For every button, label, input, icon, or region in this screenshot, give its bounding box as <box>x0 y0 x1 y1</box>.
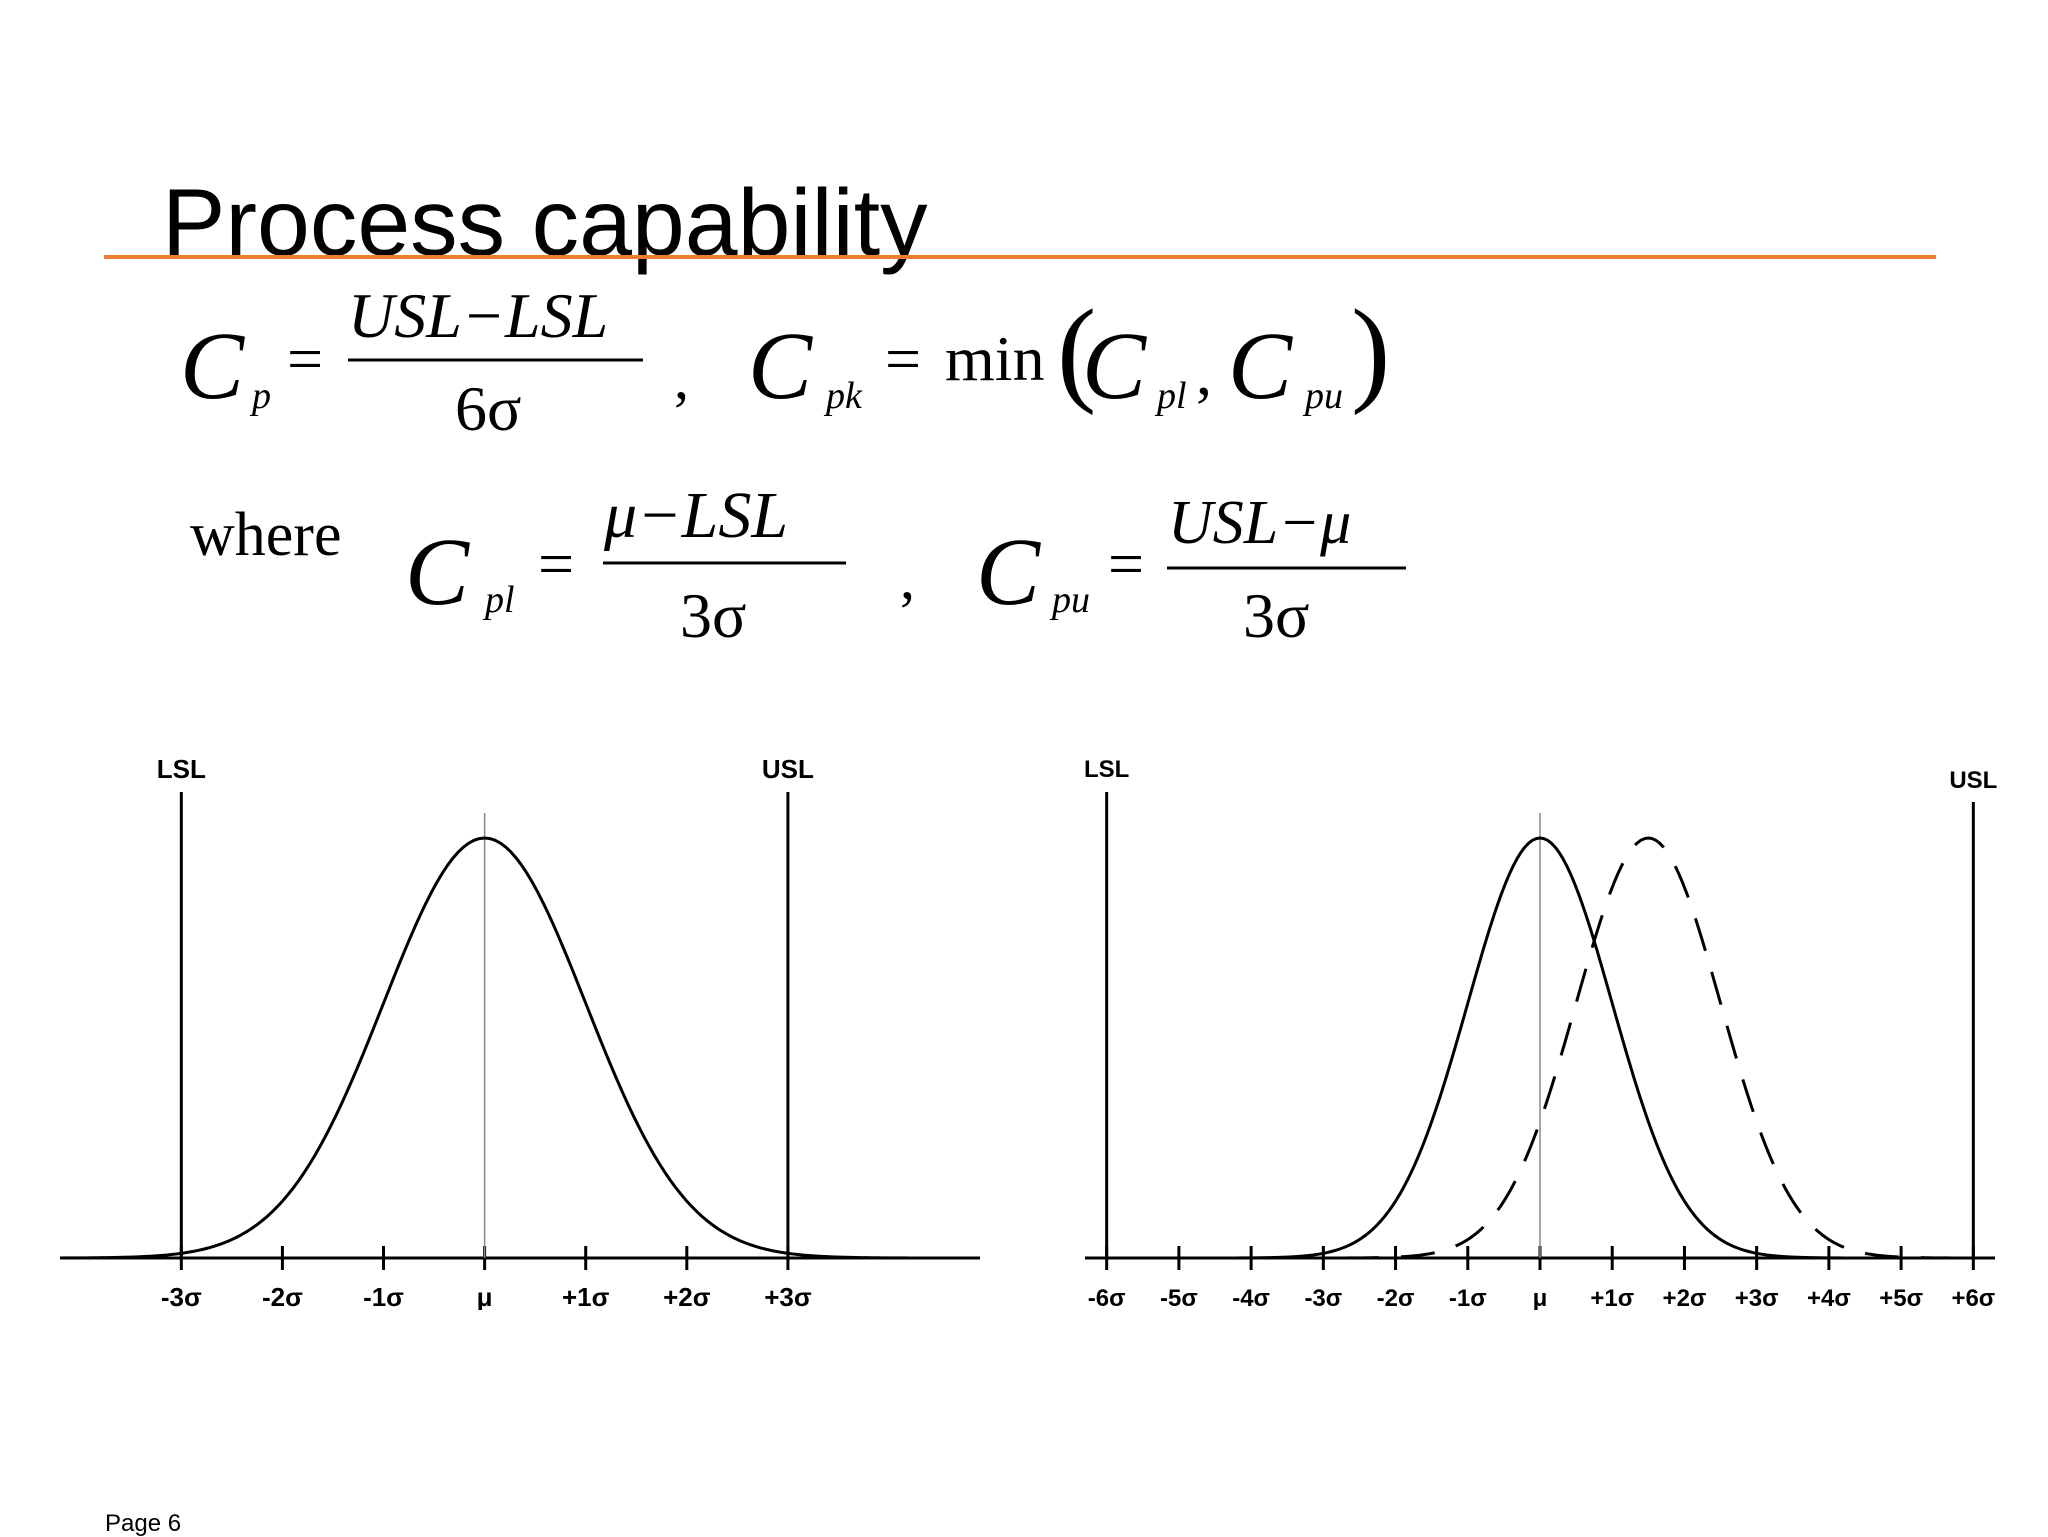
page-number: Page 6 <box>105 1510 182 1537</box>
x-tick-label: +3σ <box>764 1282 812 1310</box>
formula-cpk: C pk = min ( C pl , C pu ) <box>748 285 1390 419</box>
x-tick-label: +3σ <box>1735 1285 1779 1310</box>
spec-limit-label: LSL <box>1084 756 1129 783</box>
x-tick-label: +4σ <box>1807 1285 1851 1310</box>
distribution-curve <box>1236 836 1844 1260</box>
slide-title: Process capability <box>162 170 928 276</box>
x-tick-label: -2σ <box>1377 1285 1415 1310</box>
cp-denominator: 6σ <box>455 373 522 444</box>
x-tick-label: -5σ <box>1160 1285 1198 1310</box>
x-tick-label: -4σ <box>1232 1285 1270 1310</box>
x-tick-label: +1σ <box>1590 1285 1634 1310</box>
cpu-numerator: USL−μ <box>1168 489 1351 557</box>
cpk-arg1-subscript: pl <box>1154 375 1187 417</box>
cpl-subscript: pl <box>482 579 515 621</box>
where-word: where <box>190 501 341 569</box>
x-tick-label: μ <box>1533 1285 1548 1310</box>
cpu-subscript: pu <box>1049 579 1090 621</box>
cp-subscript: p <box>249 375 271 417</box>
x-tick-label: +2σ <box>663 1282 711 1310</box>
cpk-close-paren: ) <box>1351 285 1390 416</box>
x-tick-label: -3σ <box>161 1282 202 1310</box>
spec-limit-label: LSL <box>157 754 206 784</box>
formula-cpl: C pl = μ−LSL 3σ <box>405 479 846 651</box>
capability-chart-3sigma: -3σ -2σ -1σ μ +1σ +2σ +3σ LSL USL <box>59 754 980 1310</box>
cpl-numerator: μ−LSL <box>603 479 788 552</box>
cpk-comma: , <box>1196 337 1212 408</box>
title-underline <box>104 255 1936 259</box>
x-tick-label: -2σ <box>262 1282 303 1310</box>
cpk-arg2-subscript: pu <box>1302 375 1343 417</box>
cpk-arg1: C <box>1082 312 1147 419</box>
x-tick-label: -6σ <box>1088 1285 1126 1310</box>
cp-symbol: C <box>180 312 245 419</box>
spec-limit-label: USL <box>762 754 814 784</box>
cp-numerator: USL−LSL <box>348 280 608 351</box>
spec-limit-label: USL <box>1949 767 1997 794</box>
x-tick-label: +6σ <box>1951 1285 1995 1310</box>
cpk-equals: = <box>885 323 921 394</box>
cpk-symbol: C <box>748 312 813 419</box>
shifted-distribution-curve <box>1344 836 1952 1260</box>
x-tick-label: -1σ <box>363 1282 404 1310</box>
capability-chart-6sigma: -6σ -5σ -4σ -3σ -2σ -1σ μ +1σ +2σ +3σ +4σ +5σ +6σ LSL… <box>1084 756 1997 1310</box>
cpk-subscript: pk <box>823 375 863 417</box>
formula-separator-1: , <box>674 345 689 411</box>
cpk-arg2: C <box>1228 312 1293 419</box>
x-tick-label: +5σ <box>1879 1285 1923 1310</box>
cp-equals: = <box>287 323 323 394</box>
x-tick-label: +1σ <box>562 1282 610 1310</box>
cpk-min: min <box>945 323 1045 394</box>
cpu-symbol: C <box>976 518 1041 625</box>
cpu-denominator: 3σ <box>1243 580 1310 651</box>
cpu-equals: = <box>1108 528 1144 599</box>
formula-cpu: C pu = USL−μ 3σ <box>976 489 1406 651</box>
formula-block: C p = USL−LSL 6σ , C pk = min ( C pl , C… <box>180 280 1406 651</box>
x-tick-label: -3σ <box>1304 1285 1342 1310</box>
x-tick-label: -1σ <box>1449 1285 1487 1310</box>
formula-separator-2: , <box>900 545 915 611</box>
cpk-open-paren: ( <box>1057 285 1096 416</box>
x-tick-label: +2σ <box>1663 1285 1707 1310</box>
distribution-curve <box>59 836 910 1260</box>
cpl-symbol: C <box>405 518 470 625</box>
cpl-denominator: 3σ <box>680 580 747 651</box>
cpl-equals: = <box>538 528 574 599</box>
x-tick-label: μ <box>477 1282 493 1310</box>
formula-cp: C p = USL−LSL 6σ <box>180 280 643 444</box>
